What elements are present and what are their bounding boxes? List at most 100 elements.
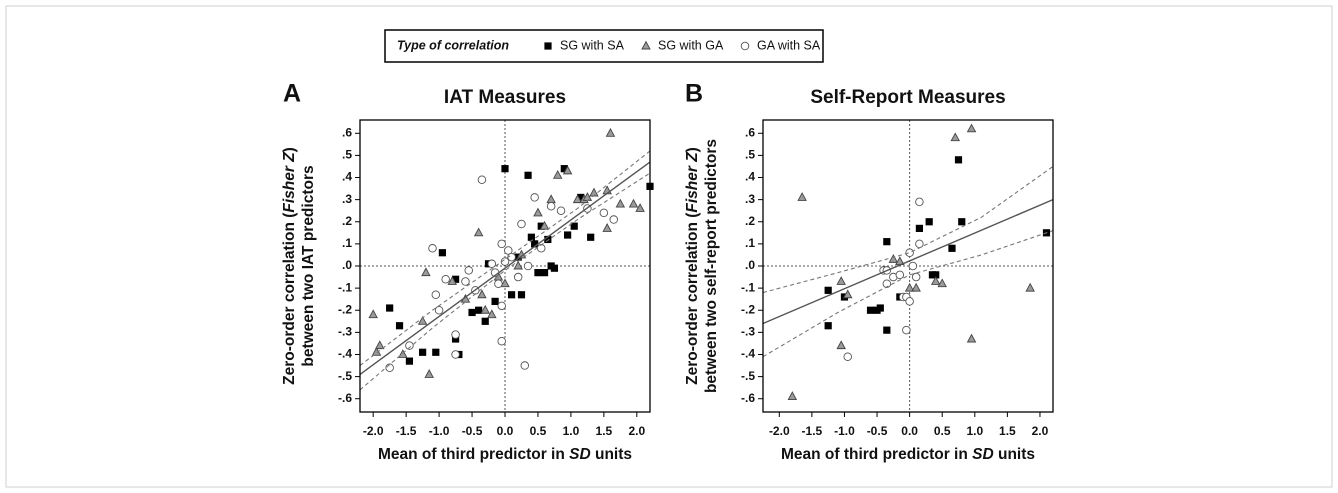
data-point <box>587 233 595 241</box>
x-tick-label: -0.5 <box>867 424 888 438</box>
confidence-bound <box>359 172 651 391</box>
data-point <box>539 220 550 230</box>
data-point <box>534 269 542 277</box>
data-point <box>494 279 503 288</box>
data-point <box>497 336 506 346</box>
data-point <box>615 198 626 208</box>
y-tick-label: .1 <box>745 236 755 250</box>
x-tick-label: 2.0 <box>628 424 645 438</box>
y-tick-label: -.6 <box>338 391 352 405</box>
data-point <box>517 219 526 229</box>
data-point <box>895 270 905 280</box>
y-tick-label: -.1 <box>338 280 352 294</box>
x-axis-label-part: Mean of third predictor in <box>378 446 569 463</box>
data-point <box>386 304 394 312</box>
data-point <box>925 218 933 226</box>
data-point <box>572 194 583 204</box>
data-point <box>966 333 977 343</box>
data-point <box>468 308 476 317</box>
data-point <box>424 369 434 378</box>
y-axis-label: between two self-report predictors <box>703 139 720 393</box>
data-point <box>550 264 559 272</box>
data-point <box>570 222 578 230</box>
data-point <box>451 275 460 283</box>
data-point <box>937 278 947 288</box>
x-tick-label: -1.5 <box>802 424 823 438</box>
y-tick-label: .6 <box>342 125 352 139</box>
data-point <box>432 348 440 356</box>
legend-marker <box>740 41 750 51</box>
data-point <box>842 289 853 299</box>
data-point <box>527 233 535 241</box>
y-axis-label-part: ) <box>684 147 701 152</box>
data-point <box>491 297 499 305</box>
y-tick-label: .0 <box>342 258 352 272</box>
data-point <box>475 306 483 314</box>
y-axis-label-part: Zero-order correlation ( <box>281 212 298 385</box>
x-axis-label-part: units <box>994 446 1035 463</box>
data-point <box>883 326 891 334</box>
data-point <box>915 224 924 232</box>
y-axis-label: Zero-order correlation (Fisher Z) <box>684 147 701 385</box>
data-point <box>902 325 911 335</box>
y-tick-label: -.2 <box>741 302 755 316</box>
x-axis-label: Mean of third predictor in SD units <box>781 446 1035 463</box>
x-tick-label: 1.5 <box>999 424 1016 438</box>
y-tick-label: -.6 <box>741 391 755 405</box>
data-point <box>451 350 460 359</box>
data-point <box>368 309 378 319</box>
y-tick-label: .4 <box>342 170 352 184</box>
x-tick-label: 0.0 <box>497 424 514 438</box>
y-tick-label: -.1 <box>741 280 755 294</box>
data-point <box>405 357 414 365</box>
x-axis-label: Mean of third predictor in SD units <box>378 446 632 463</box>
x-axis-label-part: Mean of third predictor in <box>781 446 972 463</box>
legend-label: SG with GA <box>658 38 724 52</box>
data-point <box>544 235 552 244</box>
data-point <box>787 391 798 400</box>
data-point <box>540 269 549 277</box>
data-point <box>546 202 556 211</box>
data-point <box>477 289 487 299</box>
data-point <box>797 192 807 201</box>
data-point <box>438 249 446 257</box>
data-point <box>954 156 963 164</box>
plot-frame <box>359 119 651 413</box>
data-point <box>562 165 573 175</box>
data-point <box>546 194 556 204</box>
data-point <box>836 340 846 350</box>
y-axis-label-part: Zero-order correlation ( <box>684 212 701 385</box>
y-axis-label: between two IAT predictors <box>300 165 317 366</box>
x-axis-label-part: SD <box>569 446 591 463</box>
regression-line <box>359 161 651 375</box>
y-axis-label: Zero-order correlation (Fisher Z) <box>281 147 298 385</box>
data-point <box>915 197 924 207</box>
data-point <box>477 175 487 184</box>
chart-title: IAT Measures <box>444 87 566 108</box>
data-point <box>447 276 458 285</box>
x-axis-label-part: SD <box>972 446 994 463</box>
y-tick-label: .1 <box>342 236 352 250</box>
data-point <box>882 279 892 288</box>
data-point <box>966 123 977 133</box>
legend-label: GA with SA <box>757 38 821 52</box>
data-point <box>464 266 474 275</box>
data-point <box>628 198 639 208</box>
y-tick-label: .0 <box>745 258 755 272</box>
x-tick-label: -1.5 <box>396 424 417 438</box>
data-point <box>843 352 852 361</box>
y-tick-label: -.4 <box>338 347 352 361</box>
data-point <box>417 315 428 325</box>
data-point <box>577 193 585 202</box>
data-point <box>948 244 956 252</box>
data-point <box>958 218 966 226</box>
data-point <box>602 223 612 232</box>
x-tick-label: -2.0 <box>363 424 384 438</box>
panel-label: A <box>283 80 301 108</box>
data-point <box>507 291 516 299</box>
y-tick-label: .2 <box>745 214 755 228</box>
data-point <box>480 304 490 314</box>
y-tick-label: .5 <box>745 148 755 162</box>
data-point <box>419 348 427 356</box>
data-point <box>434 305 444 315</box>
